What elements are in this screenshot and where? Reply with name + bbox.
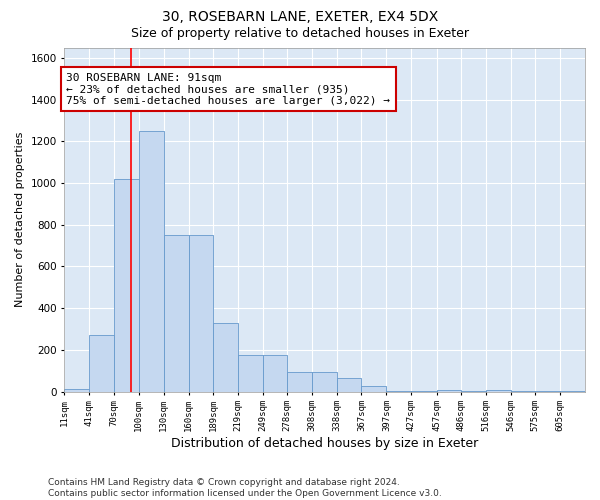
Bar	[287, 372, 312, 392]
Text: Contains HM Land Registry data © Crown copyright and database right 2024.
Contai: Contains HM Land Registry data © Crown c…	[48, 478, 442, 498]
Text: 30, ROSEBARN LANE, EXETER, EX4 5DX: 30, ROSEBARN LANE, EXETER, EX4 5DX	[162, 10, 438, 24]
Bar	[164, 235, 189, 392]
Bar	[213, 322, 238, 392]
Bar	[312, 372, 337, 392]
Bar	[113, 179, 139, 392]
Bar	[89, 336, 113, 392]
Bar	[189, 235, 213, 392]
Text: 30 ROSEBARN LANE: 91sqm
← 23% of detached houses are smaller (935)
75% of semi-d: 30 ROSEBARN LANE: 91sqm ← 23% of detache…	[66, 72, 390, 106]
Bar	[461, 390, 486, 392]
Bar	[437, 390, 461, 392]
Y-axis label: Number of detached properties: Number of detached properties	[15, 132, 25, 307]
Text: Size of property relative to detached houses in Exeter: Size of property relative to detached ho…	[131, 28, 469, 40]
X-axis label: Distribution of detached houses by size in Exeter: Distribution of detached houses by size …	[171, 437, 478, 450]
Bar	[263, 355, 287, 392]
Bar	[64, 390, 89, 392]
Bar	[386, 390, 412, 392]
Bar	[337, 378, 361, 392]
Bar	[238, 355, 263, 392]
Bar	[412, 390, 437, 392]
Bar	[361, 386, 386, 392]
Bar	[486, 390, 511, 392]
Bar	[139, 131, 164, 392]
